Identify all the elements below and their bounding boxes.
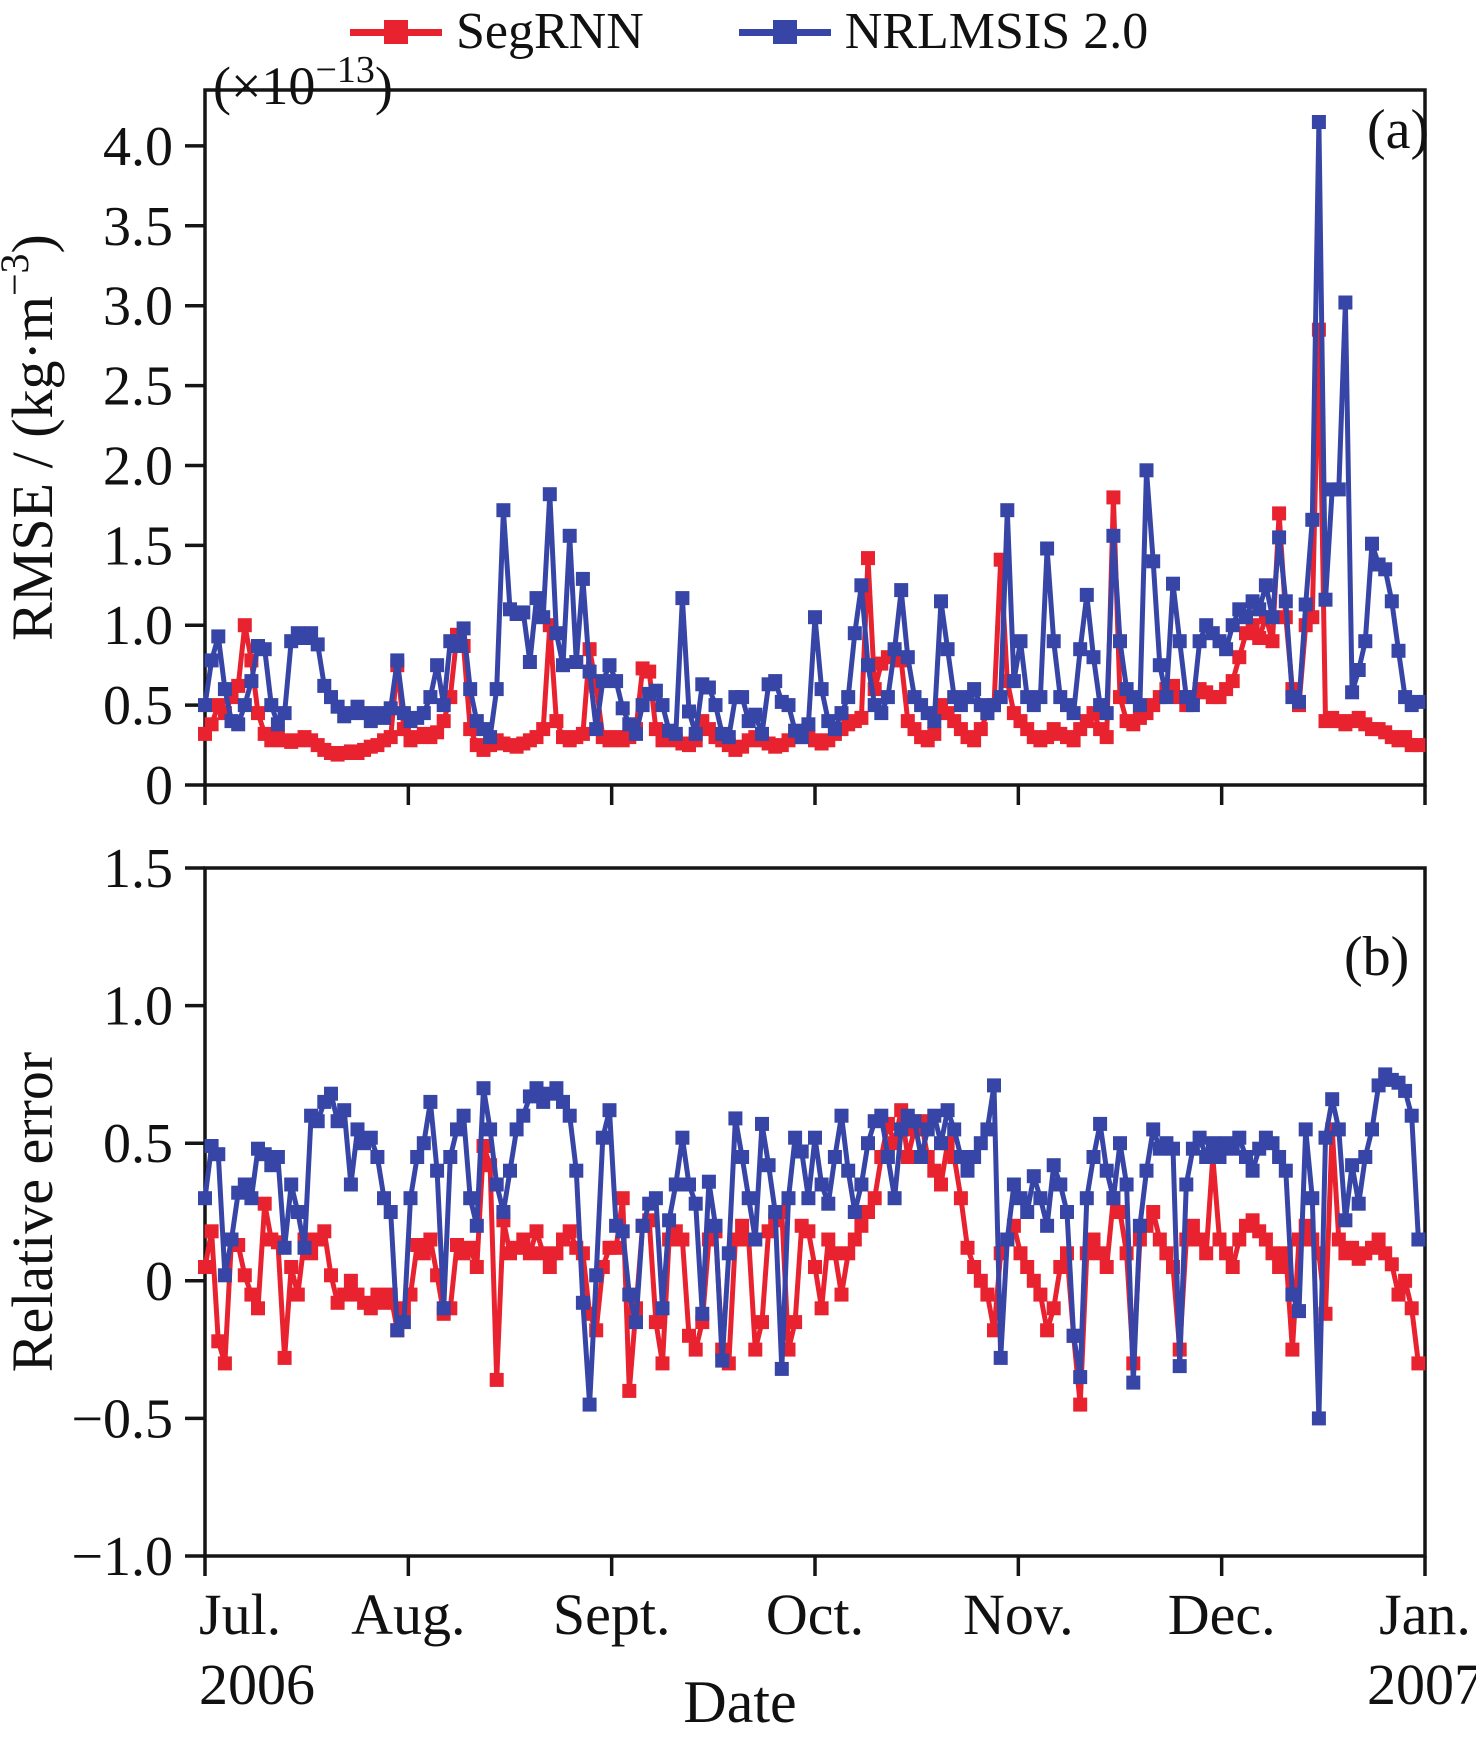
series-markers-segrnn (198, 1103, 1426, 1412)
y-tick-label: 2.0 (103, 435, 173, 497)
panel-a: 0 0.5 1.0 1.5 2.0 2.5 3.0 3.5 4.0 (a) (×10−13) RMSE… (0, 49, 1429, 817)
y-tick-label: 2.5 (103, 356, 173, 418)
panel-b: −1.0 −0.5 0 0.5 1.0 1.5 (b) Relative error (0, 838, 1427, 1588)
x-tick-label: Sept. (553, 1582, 671, 1647)
legend-item-nrlmsis: NRLMSIS 2.0 (738, 3, 1149, 60)
plot-border (203, 88, 1427, 787)
legend: SegRNN NRLMSIS 2.0 (350, 6, 1148, 58)
x-tick-label: Jul. (199, 1582, 281, 1647)
y-axis-title: Relative error (0, 1052, 65, 1372)
x-tick-label: Oct. (766, 1582, 864, 1647)
panel-label: (b) (1344, 926, 1409, 988)
legend-item-segrnn: SegRNN (350, 6, 644, 58)
y-tick-label: 1.5 (103, 838, 173, 900)
y-tick-label: 1.0 (103, 976, 173, 1038)
series-markers-nrlmsis-2-0 (198, 1067, 1426, 1426)
axis-scale-note: (×10−13) (213, 49, 393, 116)
panel-label: (a) (1367, 99, 1429, 161)
x-axis-title: Date (683, 1669, 796, 1735)
x-tick-label: Nov. (963, 1582, 1074, 1647)
y-tick-label: 0 (145, 755, 173, 817)
x-tick-year-label: 2007 (1367, 1652, 1476, 1717)
y-tick-label: −1.0 (71, 1526, 173, 1588)
x-tick-label: Jan. (1379, 1582, 1471, 1647)
y-tick-label: 4.0 (103, 116, 173, 178)
segrnn-line-marker-icon (350, 19, 442, 45)
series-line-nrlmsis-2-0 (202, 119, 1420, 740)
series-markers-nrlmsis-2-0 (198, 115, 1426, 745)
y-tick-label: 0 (145, 1251, 173, 1313)
y-tick-label: 1.0 (103, 595, 173, 657)
legend-label-segrnn: SegRNN (456, 3, 644, 60)
y-tick-label: 3.5 (103, 196, 173, 258)
y-tick-label: −0.5 (71, 1388, 173, 1450)
x-tick-label: Aug. (351, 1582, 465, 1647)
nrlmsis-line-marker-icon (738, 19, 831, 45)
y-tick-label: 3.0 (103, 276, 173, 338)
y-tick-label: 1.5 (103, 515, 173, 577)
y-tick-label: 0.5 (103, 1113, 173, 1175)
y-tick-label: 0.5 (103, 675, 173, 737)
x-tick-label: Dec. (1168, 1582, 1276, 1647)
x-tick-year-label: 2006 (199, 1652, 315, 1717)
y-axis-title: RMSE / (kg·m−3) (0, 234, 65, 641)
legend-label-nrlmsis: NRLMSIS 2.0 (844, 3, 1149, 60)
